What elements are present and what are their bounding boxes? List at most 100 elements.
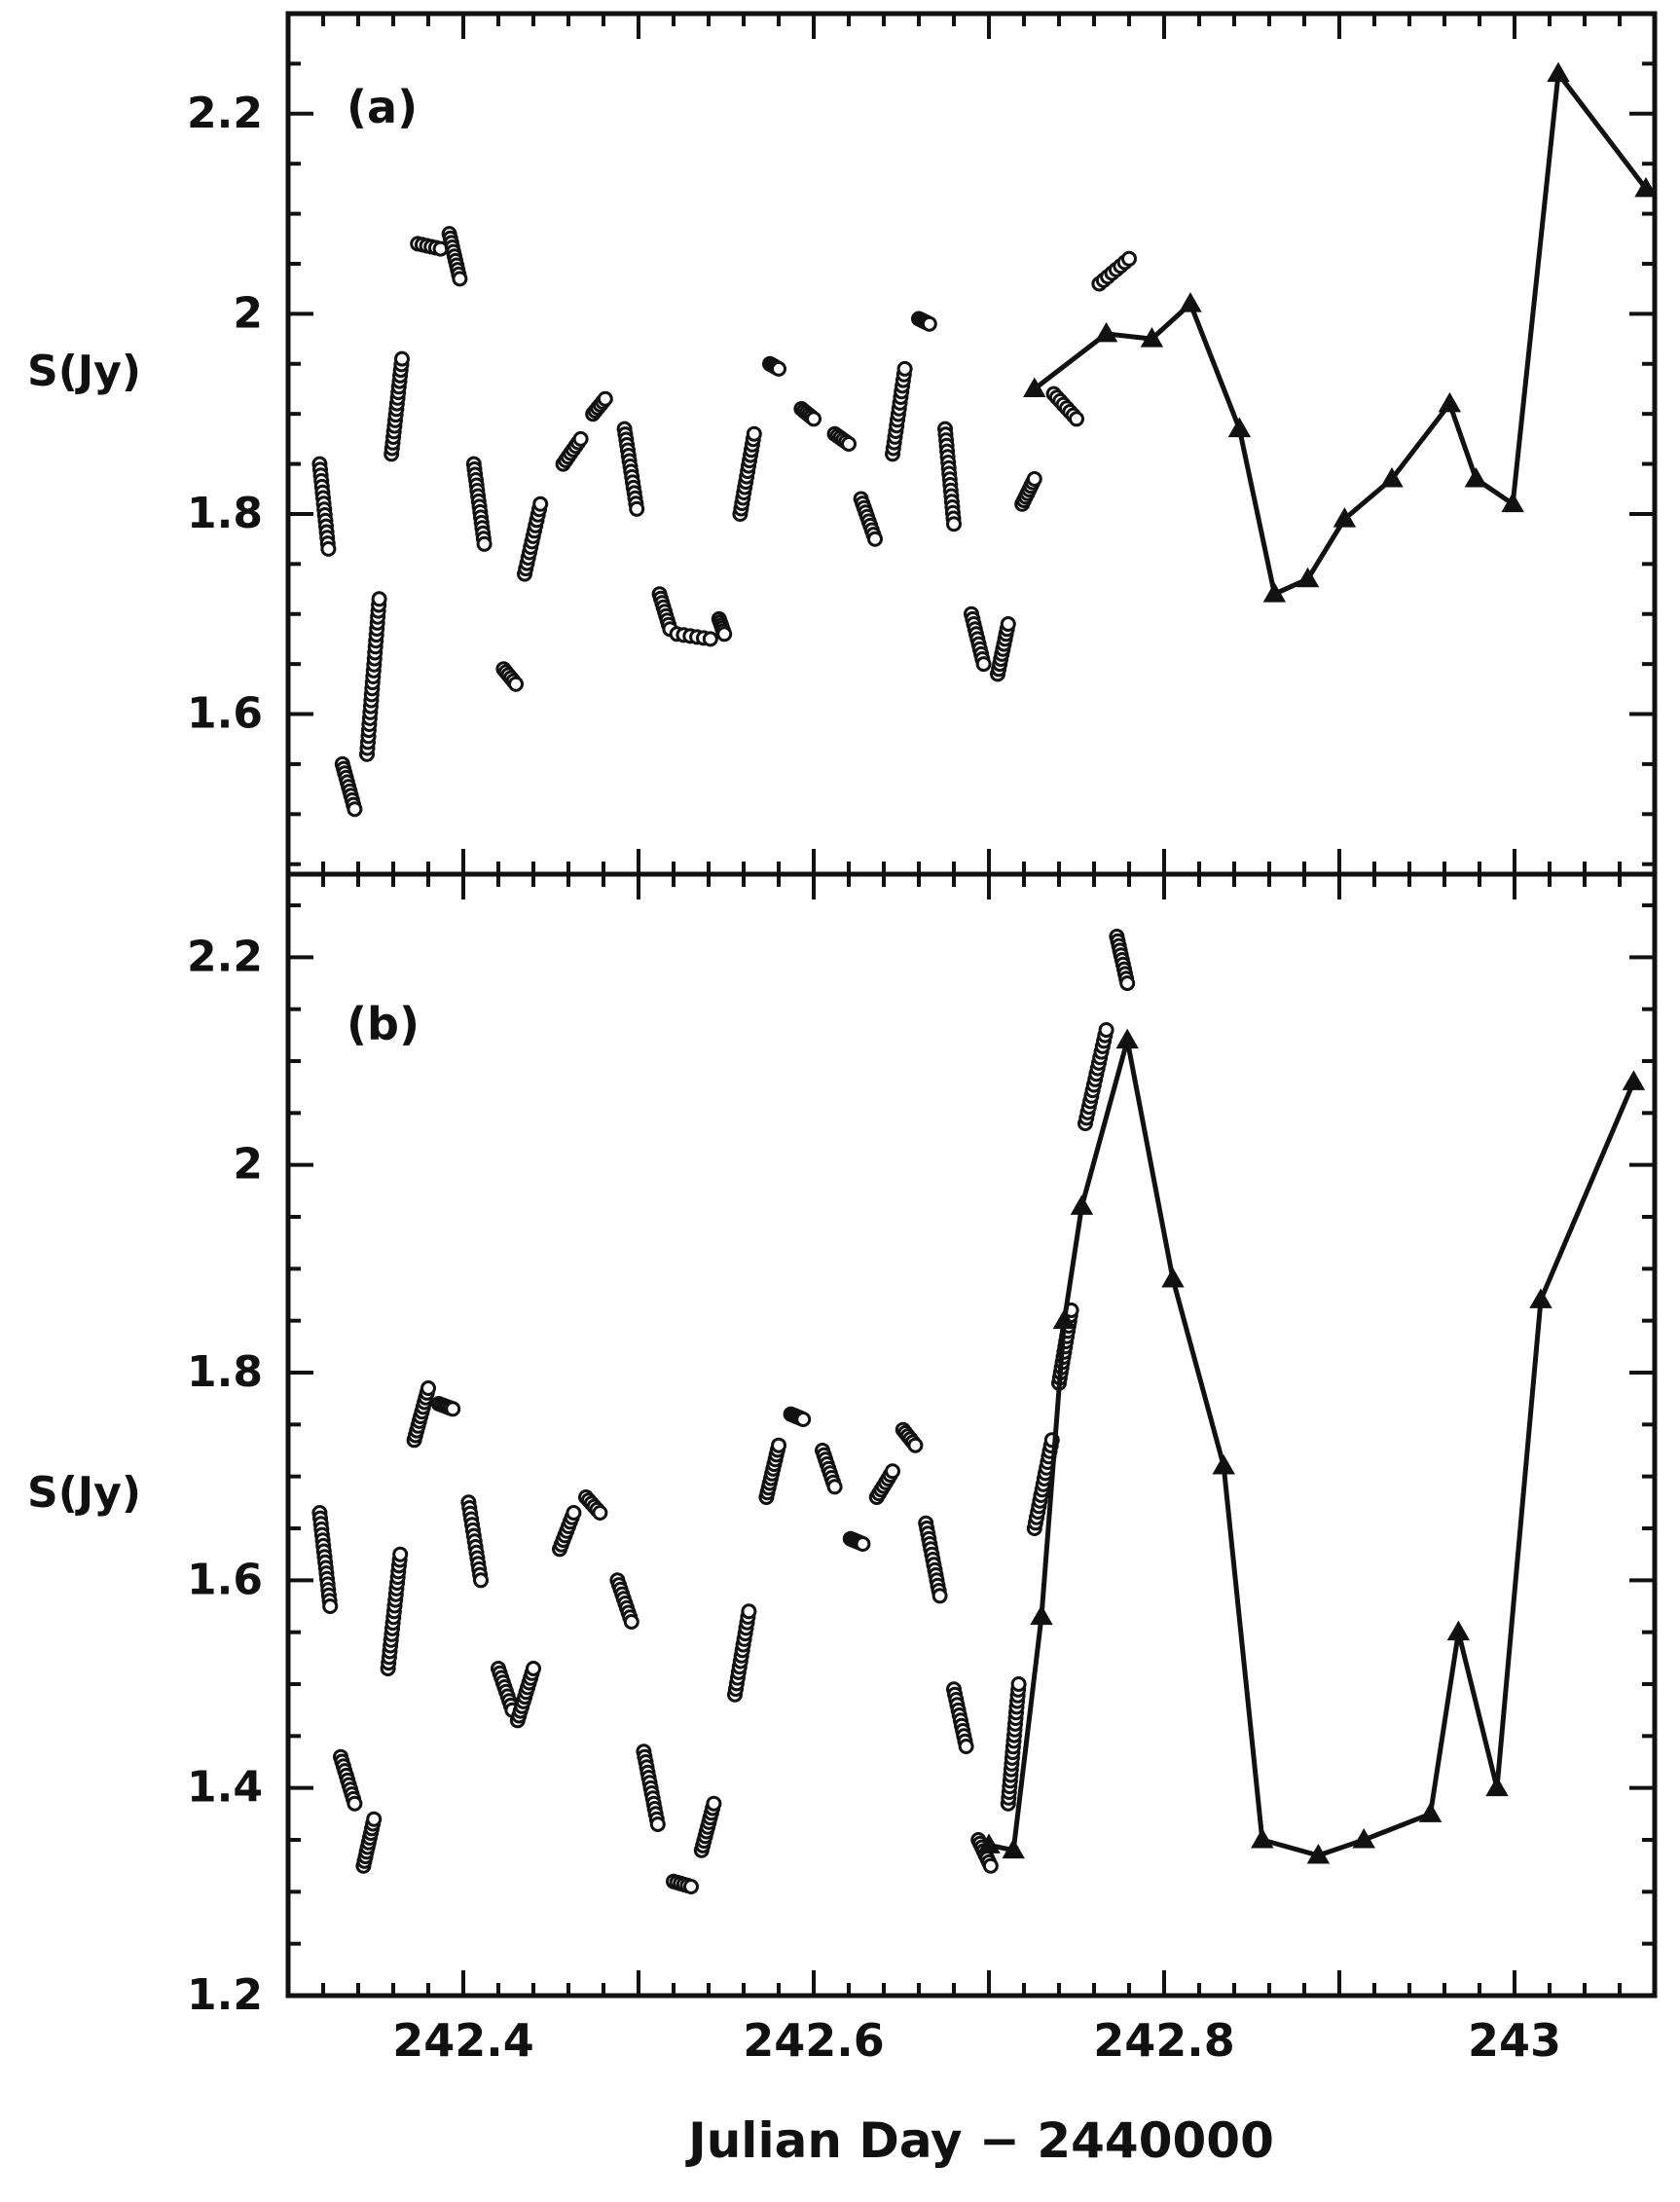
y-tick-label: 1.4 [187, 1763, 263, 1813]
y-tick-label: 1.2 [187, 1970, 263, 2020]
data-point-circle [975, 656, 992, 673]
data-point-circle [1069, 411, 1084, 427]
data-point-circle [746, 425, 762, 442]
data-point-triangle [1094, 321, 1118, 343]
data-point-circle [921, 315, 937, 332]
data-point-circle [806, 411, 822, 427]
panel-a: 1.6 1.8 2 2.2 S(Jy) (a) [27, 11, 1658, 877]
data-point-circle [795, 1412, 812, 1427]
data-point-triangle [1227, 417, 1252, 438]
y-tick-label: 2 [233, 1140, 263, 1190]
data-point-circle [371, 591, 387, 607]
data-point-circle [445, 1401, 461, 1417]
data-point-circle [946, 516, 962, 532]
data-point-circle [1026, 471, 1042, 487]
data-point-triangle [1251, 1827, 1274, 1849]
data-point-circle [347, 1795, 363, 1812]
data-point-triangle [1306, 1843, 1331, 1864]
data-point-circle [1098, 1022, 1114, 1038]
data-point-circle [841, 436, 857, 452]
data-point-circle [716, 626, 733, 642]
data-point-circle [347, 801, 363, 818]
plot-frame [285, 11, 1658, 877]
y-tick-label: 1.8 [187, 489, 263, 538]
data-point-triangle [1115, 1028, 1139, 1049]
data-point-circle [982, 1857, 999, 1874]
plot-frame [285, 871, 1658, 1999]
data-point-triangle [1501, 492, 1524, 513]
x-tick-label: 242.6 [743, 2014, 885, 2067]
data-point-circle [771, 360, 786, 377]
data-point-triangle [1140, 327, 1164, 348]
data-point-triangle [1333, 507, 1357, 528]
y-tick-label: 1.8 [187, 1347, 263, 1397]
data-point-circle [702, 631, 718, 647]
data-point-triangle [1485, 1776, 1509, 1797]
data-point-circle [1121, 250, 1137, 267]
y-tick-label: 2.2 [187, 932, 263, 981]
data-point-circle [320, 540, 337, 557]
data-point-circle [867, 531, 883, 547]
data-point-circle [629, 500, 645, 517]
data-point-circle [366, 1811, 383, 1827]
y-axis-label: S(Jy) [27, 1468, 141, 1518]
data-point-circle [907, 1437, 924, 1453]
data-point-circle [592, 1505, 608, 1521]
data-point-circle [566, 1505, 582, 1521]
data-point-circle [958, 1739, 974, 1754]
data-point-circle [826, 1479, 843, 1495]
data-point-circle [771, 1437, 786, 1453]
data-point-circle [572, 430, 589, 447]
panel-label: (b) [347, 998, 420, 1050]
data-point-circle [420, 1380, 436, 1396]
data-point-circle [473, 1572, 489, 1589]
x-tick-label: 242.8 [1093, 2014, 1235, 2067]
data-point-circle [1000, 616, 1016, 632]
data-point-circle [649, 1817, 666, 1832]
data-point-triangle [1023, 377, 1046, 397]
x-tick-label: 243 [1468, 2014, 1561, 2067]
data-point-circle [532, 495, 549, 512]
data-point-triangle [1161, 1266, 1185, 1288]
data-point-triangle [1352, 1827, 1375, 1849]
data-point-circle [476, 535, 493, 552]
triangle-series-line [1033, 71, 1648, 597]
data-point-triangle [1030, 1604, 1053, 1626]
data-point-triangle [1418, 1802, 1443, 1822]
y-tick-label: 2 [233, 288, 263, 338]
data-point-triangle [1179, 292, 1202, 312]
y-tick-label: 2.2 [187, 89, 263, 138]
data-point-triangle [1002, 1838, 1025, 1859]
data-point-circle [526, 1661, 541, 1676]
y-tick-label: 1.6 [187, 1555, 263, 1604]
data-point-circle [597, 390, 613, 407]
y-axis-label: S(Jy) [27, 347, 141, 396]
data-point-circle [706, 1795, 722, 1812]
data-point-triangle [977, 1833, 1001, 1853]
data-point-circle [452, 271, 468, 287]
data-point-triangle [1212, 1453, 1235, 1475]
data-point-circle [392, 1546, 409, 1562]
data-point-circle [1010, 1676, 1027, 1692]
data-point-triangle [1070, 1194, 1094, 1215]
data-point-circle [1119, 975, 1136, 991]
data-point-triangle [1446, 1620, 1471, 1641]
data-point-triangle [1438, 391, 1462, 413]
data-point-circle [623, 1614, 639, 1630]
data-point-triangle [1052, 1308, 1077, 1330]
data-point-circle [394, 350, 410, 367]
data-point-triangle [1262, 582, 1287, 603]
data-point-triangle [1547, 61, 1570, 83]
data-point-circle [508, 676, 524, 692]
data-point-triangle [1464, 466, 1488, 488]
panel-b: 1.2 1.4 1.6 1.8 2 2.2 S(Jy) (b) [27, 871, 1658, 2020]
x-axis-label: Julian Day − 2440000 [685, 2112, 1274, 2169]
x-tick-label: 242.4 [392, 2014, 534, 2067]
data-point-triangle [1380, 466, 1404, 488]
data-point-triangle [1634, 176, 1658, 198]
data-point-triangle [1296, 567, 1320, 588]
triangle-series-line [988, 1038, 1636, 1858]
data-point-circle [931, 1588, 948, 1604]
data-point-circle [885, 1463, 900, 1480]
